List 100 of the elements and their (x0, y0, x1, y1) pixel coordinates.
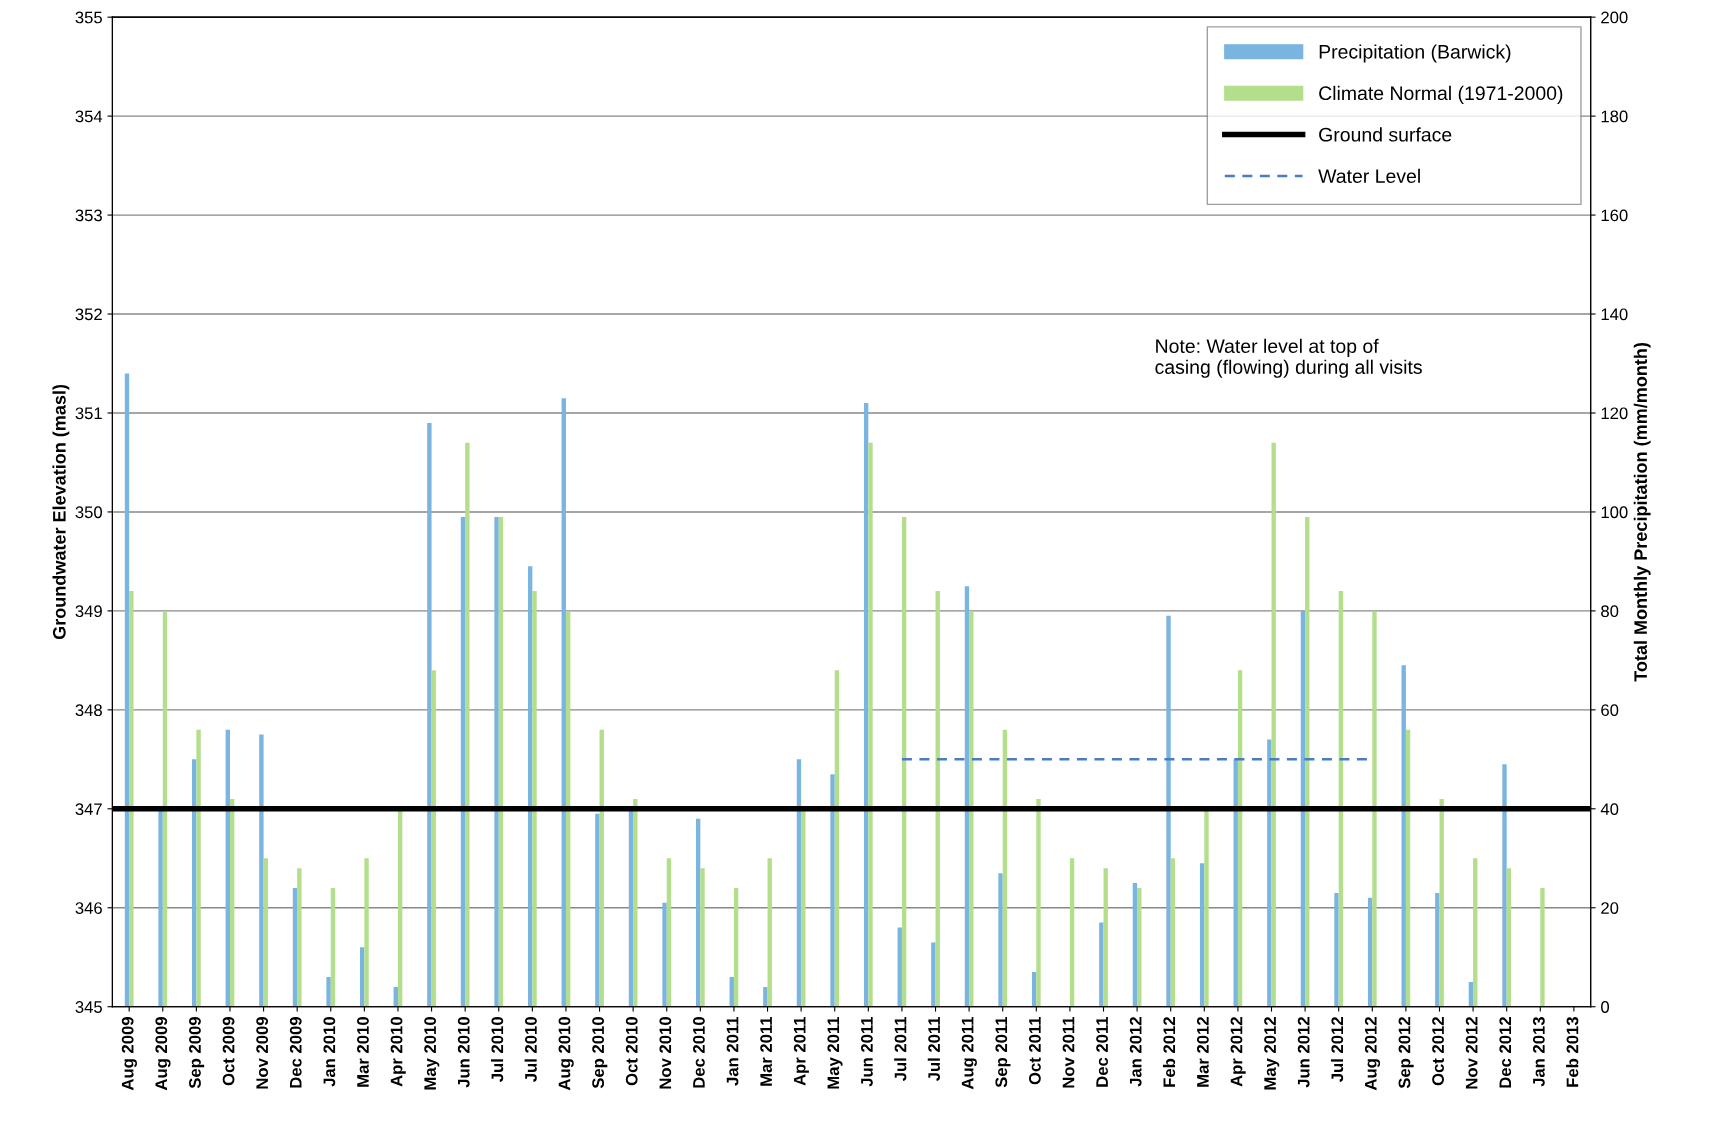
bar (1334, 892, 1339, 1007)
x-tick-label: Aug 2009 (155, 1017, 171, 1091)
y-tick-label: 347 (75, 803, 102, 816)
bar (868, 442, 873, 1007)
y2-tick-label: 20 (1601, 902, 1619, 914)
x-tick-label: Aug 2010 (558, 1017, 574, 1091)
y2-tick-label: 40 (1600, 803, 1619, 816)
bar (330, 887, 336, 1007)
x-tick-label: Mar 2012 (1196, 1017, 1209, 1087)
bar (1166, 615, 1171, 1007)
bar (1473, 858, 1478, 1007)
x-tick-label: Oct 2012 (1432, 1017, 1444, 1086)
bar (1069, 858, 1075, 1007)
x-tick-label: Jan 2011 (726, 1016, 739, 1086)
x-tick-label: May 2012 (1264, 1017, 1280, 1090)
y2-tick-label: 160 (1601, 209, 1628, 222)
x-tick-label: Jun 2010 (457, 1017, 470, 1088)
bar (931, 942, 936, 1007)
x-tick-label: Dec 2009 (289, 1017, 302, 1088)
bar (964, 586, 970, 1007)
bar (695, 818, 701, 1007)
y-axis-title: Groundwater Elevation (masl) (52, 384, 70, 640)
y-tick-label: 352 (75, 308, 102, 321)
bar (1132, 883, 1138, 1007)
x-tick-label: Jul 2012 (1330, 1017, 1344, 1082)
bar (1199, 863, 1205, 1007)
legend-label: Climate Normal (1971-2000) (1319, 85, 1563, 104)
y2-tick-label: 120 (1601, 407, 1628, 420)
x-tick-label: Mar 2011 (760, 1016, 773, 1086)
bar (1367, 897, 1373, 1007)
bar (565, 610, 571, 1007)
bar (527, 566, 533, 1007)
y-tick-label: 346 (75, 902, 102, 914)
bar (465, 442, 470, 1007)
bar (633, 798, 638, 1007)
bar (263, 858, 268, 1007)
x-tick-label: May 2010 (424, 1017, 440, 1090)
x-tick-label: Apr 2010 (390, 1017, 406, 1087)
annotation: Note: Water level at top of casing (flowing) during all visits (1155, 338, 1422, 378)
x-tick-label: Nov 2011 (1062, 1016, 1075, 1088)
x-tick-label: Jun 2012 (1297, 1017, 1310, 1088)
y-tick-label: 351 (75, 407, 102, 420)
bar (901, 516, 907, 1007)
x-tick-label: Mar 2010 (357, 1017, 369, 1087)
bar (1271, 442, 1276, 1007)
bar (998, 873, 1003, 1007)
bar (427, 422, 432, 1007)
bar (431, 670, 436, 1007)
bar (1540, 887, 1545, 1007)
bar (532, 591, 537, 1007)
legend-label: Ground surface (1319, 127, 1452, 142)
bar (1372, 610, 1377, 1007)
x-tick-label: Nov 2012 (1465, 1017, 1478, 1089)
bar (767, 858, 772, 1007)
bar (1170, 858, 1176, 1007)
x-tick-label: Oct 2011 (1028, 1016, 1041, 1085)
bar (326, 977, 331, 1007)
bar (666, 858, 672, 1007)
y-tick-label: 348 (75, 704, 102, 717)
bar (969, 610, 974, 1007)
x-tick-label: Jan 2012 (1129, 1017, 1142, 1087)
bar (733, 887, 739, 1007)
bar (863, 403, 869, 1007)
x-tick-label: Sep 2009 (189, 1017, 205, 1089)
bar (830, 774, 835, 1007)
bar (1036, 798, 1041, 1007)
y2-tick-label: 200 (1601, 11, 1628, 24)
bar (1300, 610, 1306, 1007)
bar (292, 887, 298, 1007)
x-tick-label: Apr 2012 (1230, 1017, 1246, 1087)
bar (595, 813, 600, 1007)
bar (1401, 665, 1406, 1007)
bar (1031, 972, 1037, 1007)
x-tick-label: Jan 2013 (1532, 1017, 1545, 1087)
x-tick-label: Sep 2011 (995, 1016, 1011, 1088)
bar (297, 868, 302, 1007)
bar (1439, 798, 1444, 1007)
y-tick-label: 354 (75, 110, 103, 123)
x-tick-label: Jul 2011 (927, 1016, 940, 1082)
y2-tick-label: 180 (1601, 110, 1628, 123)
bar (700, 868, 705, 1007)
x-tick-label: Aug 2009 (121, 1017, 137, 1091)
bar (935, 591, 940, 1007)
x-tick-label: Nov 2010 (659, 1017, 672, 1089)
bar (162, 610, 168, 1007)
bar (1267, 739, 1272, 1007)
bar (1103, 868, 1108, 1007)
x-tick-label: Jul 2011 (894, 1016, 907, 1082)
x-tick-label: Oct 2009 (222, 1017, 235, 1086)
bar (561, 398, 566, 1007)
x-tick-label: Jul 2010 (490, 1017, 504, 1082)
x-tick-label: Dec 2012 (1499, 1017, 1512, 1088)
y2-tick-label: 60 (1601, 704, 1619, 717)
bar (1502, 764, 1507, 1007)
x-tick-label: Oct 2010 (625, 1017, 638, 1086)
bar (1435, 892, 1440, 1007)
y2-axis-title: Total Monthly Precipitation (mm/month) (1633, 342, 1651, 682)
x-tick-label: Jun 2011 (861, 1016, 873, 1087)
x-tick-label: Nov 2009 (256, 1017, 269, 1089)
x-tick-label: Jan 2010 (323, 1017, 336, 1087)
